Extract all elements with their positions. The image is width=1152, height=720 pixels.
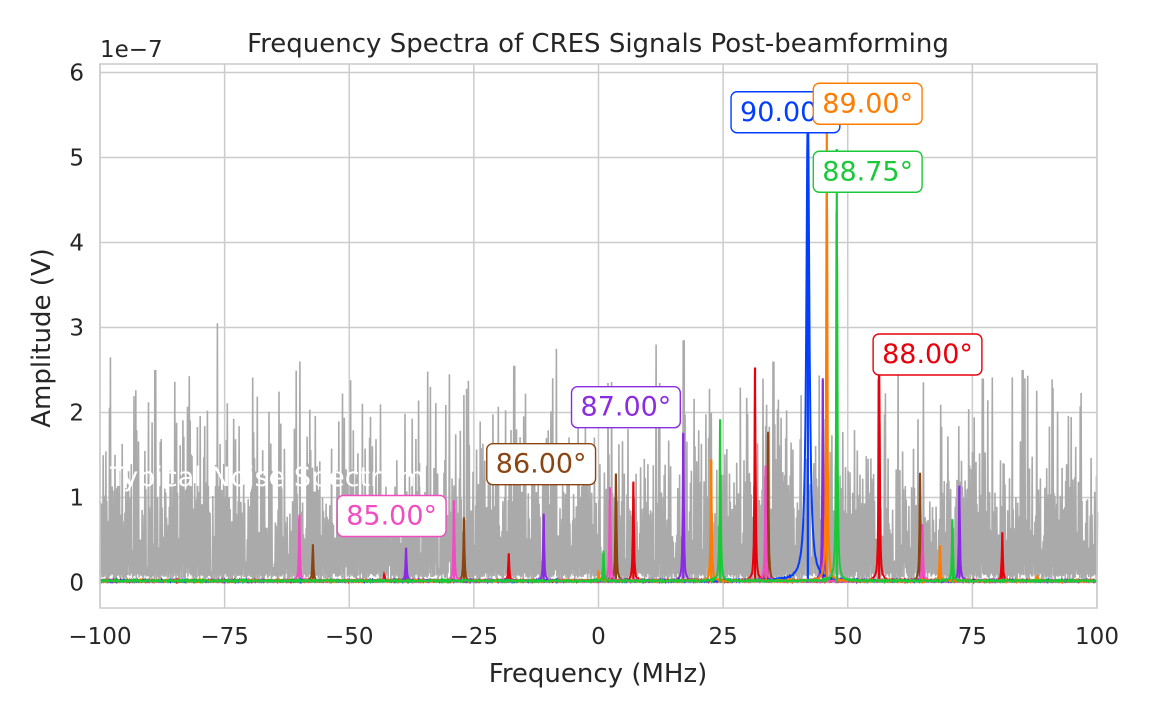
- y-tick-label: 3: [69, 316, 84, 342]
- annotation-text: 88.00°: [882, 339, 973, 370]
- annotation-box: 86.00°: [486, 442, 597, 486]
- annotation-text: 89.00°: [822, 88, 913, 119]
- angle-annotations: 90.00°89.00°88.75°88.00°87.00°86.00°85.0…: [336, 82, 983, 538]
- annotation-box: 89.00°: [812, 82, 923, 125]
- x-tick-labels: −100 −75 −50 −25 0 25 50 75 100: [68, 624, 1119, 650]
- y-tick-label: 0: [69, 571, 84, 597]
- x-tick-label: −75: [200, 624, 249, 650]
- annotation-text: 85.00°: [346, 501, 437, 532]
- annotation-text: 87.00°: [581, 392, 672, 423]
- annotation-box: 87.00°: [570, 386, 682, 429]
- x-tick-label: 25: [708, 624, 737, 650]
- x-tick-label: 0: [591, 624, 606, 650]
- y-axis-label: Amplitude (V): [27, 248, 57, 428]
- annotation-border: [486, 442, 597, 486]
- y-offset-label: 1e−7: [100, 37, 163, 63]
- y-tick-label: 4: [69, 231, 84, 257]
- annotation-text: 88.75°: [822, 156, 913, 187]
- annotation-box: 88.75°: [812, 150, 923, 193]
- x-axis-label: Frequency (MHz): [489, 659, 708, 689]
- annotation-box: 85.00°: [336, 494, 447, 538]
- y-tick-label: 5: [69, 146, 84, 172]
- y-tick-label: 1: [69, 486, 84, 512]
- annotation-border: [336, 494, 447, 538]
- annotation-border: [812, 150, 923, 193]
- annotation-border: [812, 82, 923, 125]
- annotation-box: 88.00°: [872, 333, 983, 376]
- signal-series: [99, 89, 1098, 585]
- chart-title: Frequency Spectra of CRES Signals Post-b…: [247, 29, 949, 59]
- x-tick-label: −100: [68, 624, 131, 650]
- noise-spectrum: [99, 323, 1099, 583]
- annotation-border: [570, 386, 682, 429]
- x-tick-label: −25: [450, 624, 499, 650]
- x-tick-label: 75: [958, 624, 987, 650]
- x-tick-label: 100: [1075, 624, 1119, 650]
- x-tick-label: −50: [325, 624, 374, 650]
- plot-frame: [99, 63, 1098, 609]
- annotation-border: [872, 333, 983, 376]
- x-tick-label: 50: [833, 624, 862, 650]
- noise-trace: [99, 323, 1099, 583]
- annotation-text: 86.00°: [496, 449, 587, 480]
- y-tick-label: 6: [69, 61, 84, 87]
- y-tick-labels: 0 1 2 3 4 5 6: [69, 61, 84, 597]
- noise-label: Typical Noise Spectrum: [109, 462, 425, 493]
- series-line: [99, 211, 1098, 585]
- y-tick-label: 2: [69, 401, 84, 427]
